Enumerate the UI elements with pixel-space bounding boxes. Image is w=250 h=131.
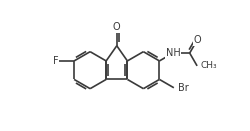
- Text: CH₃: CH₃: [199, 61, 216, 70]
- Text: NH: NH: [165, 48, 180, 58]
- Text: O: O: [192, 35, 200, 45]
- Text: Br: Br: [177, 83, 188, 93]
- Text: O: O: [112, 22, 120, 32]
- Text: F: F: [52, 56, 58, 66]
